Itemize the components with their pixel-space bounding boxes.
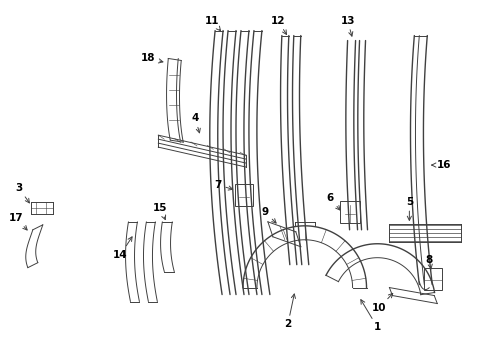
Text: 16: 16	[431, 160, 450, 170]
Bar	[235, 184, 252, 206]
Text: 13: 13	[340, 15, 354, 36]
Text: 15: 15	[153, 203, 167, 220]
Text: 14: 14	[113, 237, 132, 260]
Text: 5: 5	[405, 197, 412, 220]
Bar	[424, 268, 441, 289]
Text: 9: 9	[261, 207, 276, 223]
Text: 6: 6	[325, 193, 339, 210]
Bar	[339, 201, 359, 223]
Text: 3: 3	[15, 183, 29, 203]
Text: 1: 1	[360, 300, 380, 332]
Text: 2: 2	[284, 294, 295, 329]
Text: 4: 4	[191, 113, 200, 133]
Text: 18: 18	[141, 54, 163, 63]
Text: 17: 17	[9, 213, 27, 230]
Text: 12: 12	[270, 15, 286, 35]
Text: 11: 11	[204, 15, 220, 31]
Text: 10: 10	[371, 293, 392, 312]
Text: 7: 7	[214, 180, 232, 190]
Text: 8: 8	[425, 255, 432, 269]
